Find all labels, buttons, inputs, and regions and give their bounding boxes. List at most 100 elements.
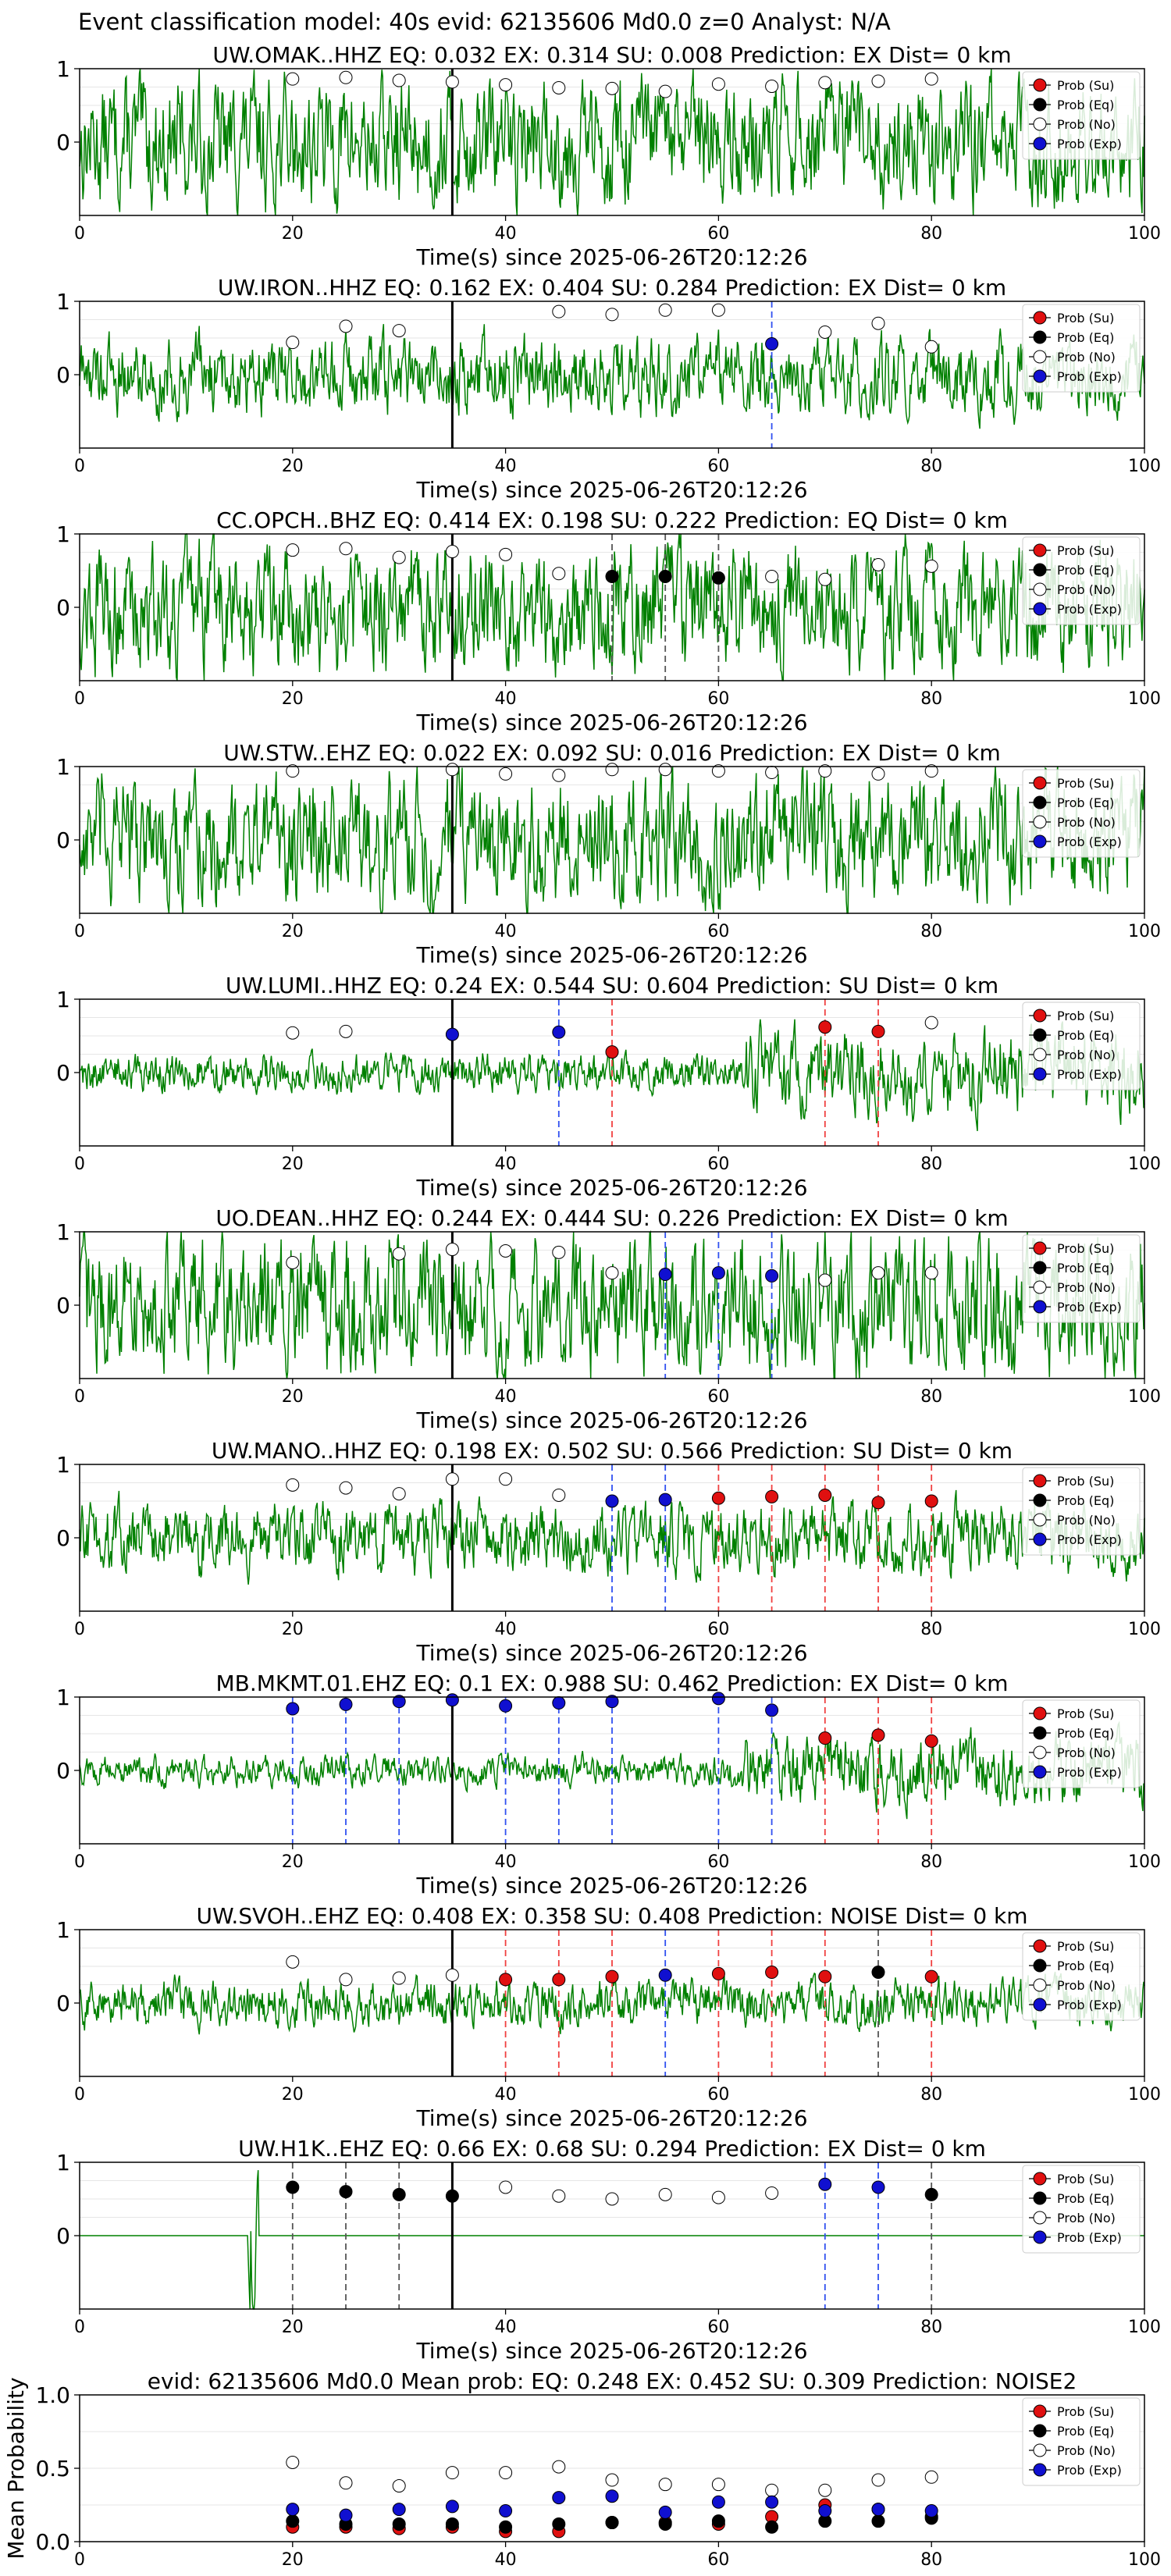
panel-title: UW.H1K..EHZ EQ: 0.66 EX: 0.68 SU: 0.294 …: [238, 2136, 986, 2161]
mean-marker-exp: [818, 2504, 832, 2518]
prob-marker-no: [339, 542, 353, 556]
x-tick-label: 20: [282, 689, 304, 709]
y-tick-label: 1: [56, 1452, 70, 1478]
y-tick-label: 1: [56, 521, 70, 547]
x-tick-label: 100: [1128, 457, 1161, 476]
prob-marker-no: [818, 325, 832, 339]
prob-marker-su: [605, 1969, 619, 1984]
prob-marker-su: [605, 1045, 619, 1059]
legend-marker-no: [1033, 1048, 1047, 1062]
waveform-trace: [79, 1489, 1145, 1585]
prob-marker-no: [658, 763, 672, 777]
mean-marker-no: [286, 2455, 300, 2469]
legend: Prob (Su) Prob (Eq) Prob (No) Prob (Exp): [1022, 1234, 1141, 1323]
waveform-trace: [79, 1720, 1145, 1820]
x-tick-label: 100: [1128, 689, 1161, 709]
legend-label-eq: Prob (Eq): [1057, 98, 1114, 112]
x-axis-label: Time(s) since 2025-06-26T20:12:26: [415, 477, 807, 503]
prob-marker-su: [818, 1969, 832, 1984]
mean-marker-no: [499, 2466, 513, 2480]
y-tick-label: 0: [56, 362, 70, 388]
panel-title: UW.STW..EHZ EQ: 0.022 EX: 0.092 SU: 0.01…: [223, 740, 1001, 766]
legend-frame: [1022, 1234, 1141, 1323]
legend-label-no: Prob (No): [1057, 815, 1116, 830]
y-tick-label: 0: [56, 130, 70, 155]
x-tick-label: 0: [74, 2550, 85, 2570]
y-tick-label: 1: [56, 1219, 70, 1245]
mean-marker-eq: [711, 2514, 725, 2528]
legend-label-no: Prob (No): [1057, 350, 1116, 365]
legend-frame: [1022, 1699, 1141, 1788]
legend-marker-su: [1033, 1241, 1047, 1255]
x-tick-label: 40: [495, 1852, 517, 1872]
prob-marker-no: [605, 81, 619, 95]
legend-marker-eq: [1033, 98, 1047, 112]
prob-marker-no: [445, 763, 459, 777]
legend-label-su: Prob (Su): [1057, 776, 1114, 791]
panel-title: UW.LUMI..HHZ EQ: 0.24 EX: 0.544 SU: 0.60…: [226, 973, 998, 998]
prob-marker-exp: [445, 1027, 459, 1041]
x-axis-label: Time(s) since 2025-06-26T20:12:26: [415, 942, 807, 968]
legend-label-exp: Prob (Exp): [1057, 137, 1122, 151]
legend-label-su: Prob (Su): [1057, 311, 1114, 326]
legend-label-exp: Prob (Exp): [1057, 369, 1122, 384]
prob-marker-no: [711, 764, 725, 778]
prob-marker-no: [286, 1955, 300, 1969]
legend-label-su: Prob (Su): [1057, 1939, 1114, 1954]
x-tick-label: 60: [707, 457, 729, 476]
mean-marker-eq: [658, 2517, 672, 2531]
x-axis-label: Time(s) since 2025-06-26T20:12:26: [415, 710, 807, 735]
x-tick-label: 60: [707, 689, 729, 709]
prob-marker-no: [286, 336, 300, 350]
prob-marker-no: [924, 72, 938, 86]
prob-marker-no: [818, 572, 832, 586]
prob-marker-exp: [445, 1693, 459, 1707]
y-tick-label: 0: [56, 1991, 70, 2016]
prob-marker-su: [924, 1494, 938, 1508]
x-axis-label: Time(s) since 2025-06-26T20:12:26: [415, 1640, 807, 1666]
prob-marker-no: [552, 80, 566, 94]
legend-label-no: Prob (No): [1057, 1745, 1116, 1760]
prob-marker-exp: [552, 1696, 566, 1710]
legend-marker-eq: [1033, 1726, 1047, 1740]
waveform-trace: [79, 68, 1145, 216]
prob-marker-no: [552, 304, 566, 318]
legend-label-eq: Prob (Eq): [1057, 1261, 1114, 1276]
mean-marker-eq: [765, 2520, 779, 2534]
legend-label-exp: Prob (Exp): [1057, 602, 1122, 617]
legend: Prob (Su) Prob (Eq) Prob (No) Prob (Exp): [1022, 304, 1141, 393]
legend-marker-exp: [1033, 1532, 1047, 1546]
legend-marker-eq: [1033, 2191, 1047, 2205]
legend: Prob (Su) Prob (Eq) Prob (No) Prob (Exp): [1022, 536, 1141, 625]
x-tick-label: 0: [74, 1620, 85, 1639]
legend-label-no: Prob (No): [1057, 117, 1116, 132]
x-tick-label: 60: [707, 922, 729, 941]
prob-marker-eq: [286, 2180, 300, 2194]
legend: Prob (Su) Prob (Eq) Prob (No) Prob (Exp): [1022, 2165, 1141, 2254]
prob-marker-no: [499, 2180, 513, 2194]
legend: Prob (Su) Prob (Eq) Prob (No) Prob (Exp): [1022, 1467, 1141, 1556]
x-tick-label: 0: [74, 2085, 85, 2105]
mean-marker-eq: [392, 2517, 406, 2531]
x-tick-label: 40: [495, 2318, 517, 2337]
y-tick-label: 0: [56, 2223, 70, 2249]
legend-label-eq: Prob (Eq): [1057, 2191, 1114, 2206]
panel-mean-probability: evid: 62135606 Md0.0 Mean prob: EQ: 0.24…: [3, 2368, 1161, 2570]
legend-frame: [1022, 71, 1141, 160]
x-axis-label: Time(s) since 2025-06-26T20:12:26: [415, 1407, 807, 1433]
x-tick-label: 80: [920, 457, 942, 476]
x-tick-label: 20: [282, 1387, 304, 1407]
x-tick-label: 0: [74, 689, 85, 709]
prob-marker-no: [871, 74, 885, 88]
x-tick-label: 80: [920, 1155, 942, 1174]
y-tick-label: 0.5: [35, 2456, 70, 2482]
legend-label-exp: Prob (Exp): [1057, 1067, 1122, 1082]
legend-marker-eq: [1033, 1028, 1047, 1042]
waveform-trace: [79, 1230, 1145, 1379]
prob-marker-no: [392, 1487, 406, 1501]
x-tick-label: 80: [920, 2550, 942, 2570]
prob-marker-no: [499, 1472, 513, 1486]
mean-marker-eq: [605, 2516, 619, 2530]
prob-marker-su: [871, 1496, 885, 1510]
prob-marker-no: [339, 319, 353, 333]
